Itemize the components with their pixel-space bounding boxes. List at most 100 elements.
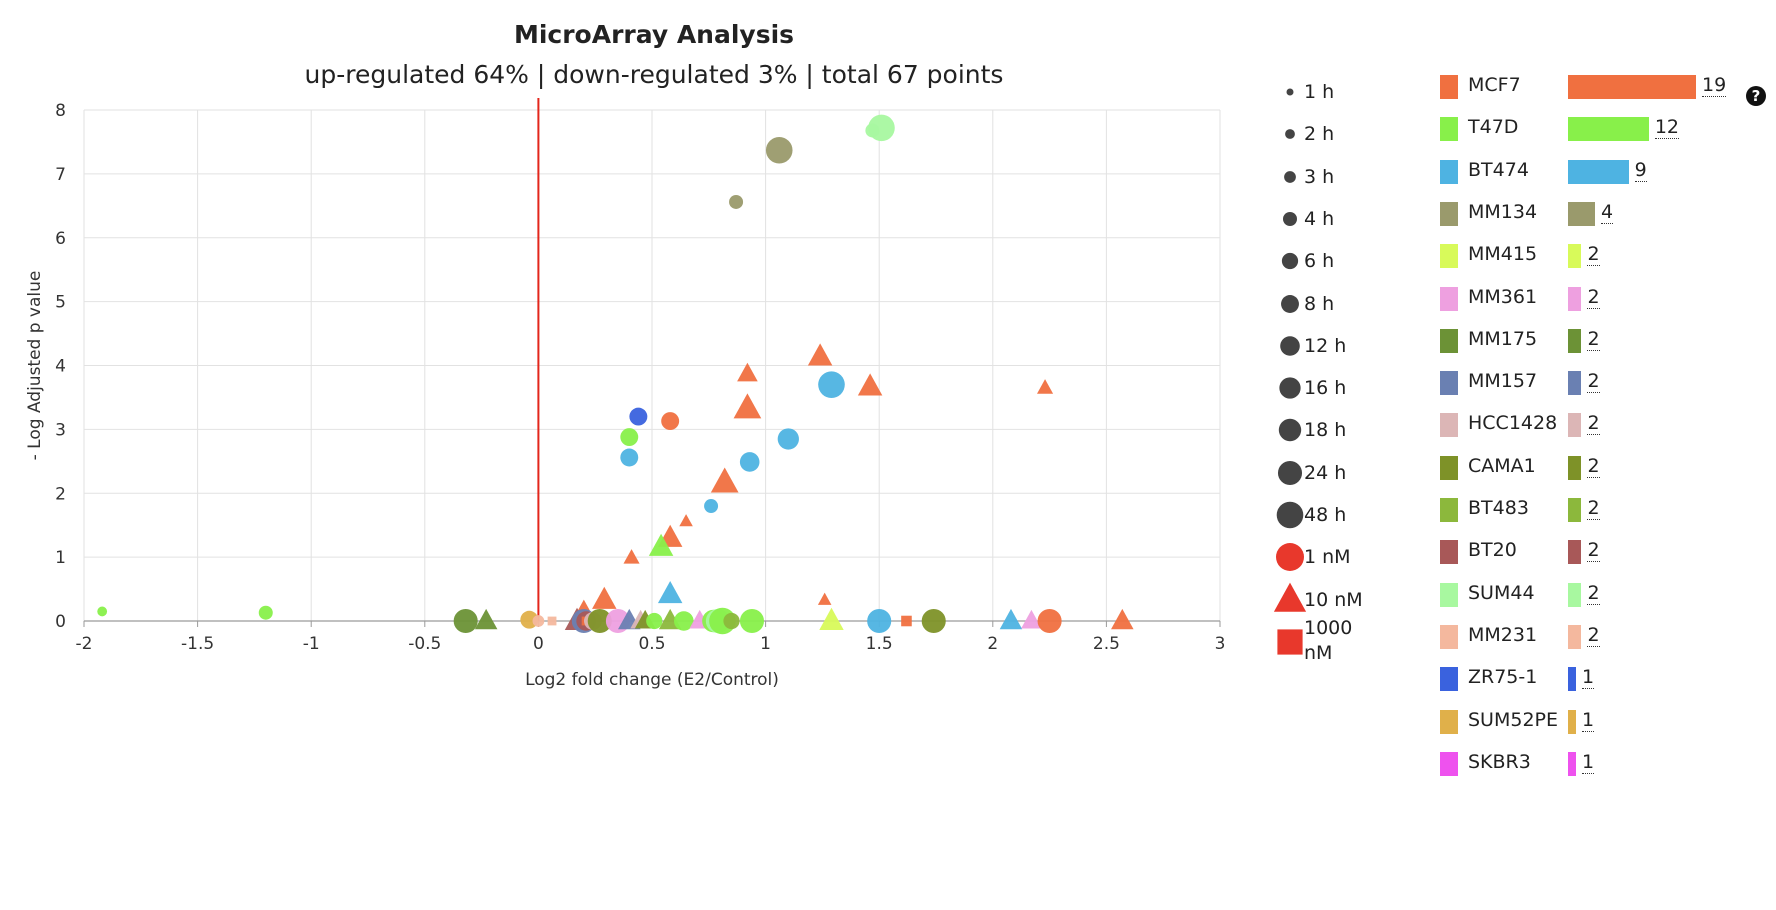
legend-item-dose[interactable]: 1000 nM <box>1230 617 1380 664</box>
legend-item-cell-line[interactable]: CAMA1 2 <box>1420 447 1776 487</box>
x-tick-label: 0.5 <box>638 634 665 654</box>
data-point[interactable] <box>777 428 799 450</box>
legend-item-cell-line[interactable]: SUM44 2 <box>1420 574 1776 614</box>
data-point[interactable] <box>646 612 663 630</box>
data-point[interactable] <box>629 407 648 426</box>
y-tick-label: 3 <box>55 420 66 440</box>
help-icon[interactable]: ? <box>1746 86 1766 106</box>
legend-marker-shape <box>1273 582 1307 612</box>
legend-item-time[interactable]: 12 h <box>1230 326 1380 366</box>
data-point[interactable] <box>258 605 273 620</box>
legend-item-dose[interactable]: 10 nM <box>1230 580 1380 620</box>
legend-item-cell-line[interactable]: BT483 2 <box>1420 489 1776 529</box>
data-point[interactable] <box>623 549 640 564</box>
data-point[interactable] <box>587 608 612 634</box>
chart-title: MicroArray Analysis <box>513 20 795 49</box>
time-dose-legend: 1 h 2 h 3 h 4 h 6 h 8 h 12 h 16 h 18 h 24 h 48 h 1 … <box>1230 0 1390 910</box>
data-point[interactable] <box>679 514 693 527</box>
data-point[interactable] <box>1111 608 1134 630</box>
legend-item-cell-line[interactable]: MCF7 19 <box>1420 66 1776 106</box>
count-label: 1 <box>1582 708 1595 732</box>
legend-marker-shape <box>1276 501 1304 529</box>
data-point[interactable] <box>710 467 739 493</box>
legend-item-cell-line[interactable]: MM415 2 <box>1420 235 1776 275</box>
data-point[interactable] <box>1037 608 1062 634</box>
legend-item-time[interactable]: 24 h <box>1230 453 1380 493</box>
legend-item-cell-line[interactable]: MM361 2 <box>1420 278 1776 318</box>
data-point[interactable] <box>620 448 639 467</box>
legend-item-cell-line[interactable]: MM175 2 <box>1420 320 1776 360</box>
legend-item-cell-line[interactable]: ZR75-1 1 <box>1420 658 1776 698</box>
x-tick-label: -1.5 <box>181 634 214 654</box>
legend-label: MM175 <box>1468 327 1538 350</box>
data-point[interactable] <box>819 607 844 630</box>
data-point[interactable] <box>807 343 833 366</box>
legend-marker-shape <box>1276 543 1304 572</box>
legend-item-cell-line[interactable]: SUM52PE 1 <box>1420 701 1776 741</box>
data-point[interactable] <box>723 612 740 630</box>
data-point[interactable] <box>474 608 498 630</box>
legend-item-time[interactable]: 48 h <box>1230 495 1380 535</box>
y-tick-label: 2 <box>55 484 66 504</box>
count-bar <box>1568 159 1629 184</box>
data-point[interactable] <box>661 412 680 431</box>
x-axis-label: Log2 fold change (E2/Control) <box>525 670 779 690</box>
y-tick-label: 4 <box>55 357 66 377</box>
data-point[interactable] <box>1021 609 1042 629</box>
data-point[interactable] <box>733 393 762 419</box>
data-point[interactable] <box>867 608 892 634</box>
y-tick-label: 6 <box>55 229 66 249</box>
data-point[interactable] <box>921 608 946 634</box>
data-point[interactable] <box>857 373 883 396</box>
legend-item-cell-line[interactable]: MM231 2 <box>1420 616 1776 656</box>
legend-label: 3 h <box>1304 165 1335 188</box>
legend-item-time[interactable]: 6 h <box>1230 241 1380 281</box>
legend-item-time[interactable]: 3 h <box>1230 157 1380 197</box>
legend-item-cell-line[interactable]: MM134 4 <box>1420 193 1776 233</box>
data-point[interactable] <box>817 592 832 605</box>
legend-item-cell-line[interactable]: SKBR3 1 <box>1420 743 1776 783</box>
legend-item-cell-line[interactable]: BT474 9 <box>1420 151 1776 191</box>
data-point[interactable] <box>592 586 617 609</box>
data-point[interactable] <box>648 533 674 556</box>
legend-item-time[interactable]: 2 h <box>1230 114 1380 154</box>
legend-item-dose[interactable]: 1 nM <box>1230 537 1380 577</box>
legend-label: HCC1428 <box>1468 412 1558 435</box>
legend-marker-icon <box>1270 199 1310 239</box>
data-point[interactable] <box>620 428 639 447</box>
data-point[interactable] <box>453 608 478 634</box>
count-label: 1 <box>1582 666 1595 690</box>
data-point[interactable] <box>547 616 557 626</box>
legend-item-cell-line[interactable]: BT20 2 <box>1420 531 1776 571</box>
data-point[interactable] <box>739 608 765 634</box>
data-point[interactable] <box>729 194 744 209</box>
legend-item-time[interactable]: 16 h <box>1230 368 1380 408</box>
data-point[interactable] <box>97 606 108 617</box>
scatter-plot: -2 -1.5 -1 -0.5 0 0.5 1 1.5 2 2.5 3 0 1 2 3 4 5 6 7 8 Log2 f… <box>25 98 1225 690</box>
legend-marker-svg <box>1286 88 1294 96</box>
legend-item-time[interactable]: 1 h <box>1230 72 1380 112</box>
legend-label: MCF7 <box>1468 74 1521 96</box>
legend-swatch <box>1440 455 1458 480</box>
data-point[interactable] <box>577 599 591 612</box>
legend-swatch <box>1440 371 1458 396</box>
data-point[interactable] <box>674 611 694 631</box>
legend-item-cell-line[interactable]: MM157 2 <box>1420 362 1776 402</box>
data-point[interactable] <box>999 608 1023 630</box>
legend-item-cell-line[interactable]: HCC1428 2 <box>1420 404 1776 444</box>
data-point[interactable] <box>865 123 880 138</box>
data-point[interactable] <box>818 371 845 398</box>
data-point[interactable] <box>1037 379 1054 394</box>
legend-item-time[interactable]: 4 h <box>1230 199 1380 239</box>
count-bar <box>1568 582 1582 607</box>
data-point[interactable] <box>901 615 912 627</box>
legend-item-cell-line[interactable]: T47D 12 <box>1420 108 1776 148</box>
data-point[interactable] <box>739 452 760 472</box>
data-point[interactable] <box>704 499 719 514</box>
legend-item-time[interactable]: 18 h <box>1230 410 1380 450</box>
data-point[interactable] <box>737 362 758 382</box>
data-point[interactable] <box>765 136 793 164</box>
legend-item-time[interactable]: 8 h <box>1230 284 1380 324</box>
data-point[interactable] <box>657 580 683 604</box>
data-point[interactable] <box>532 615 545 627</box>
